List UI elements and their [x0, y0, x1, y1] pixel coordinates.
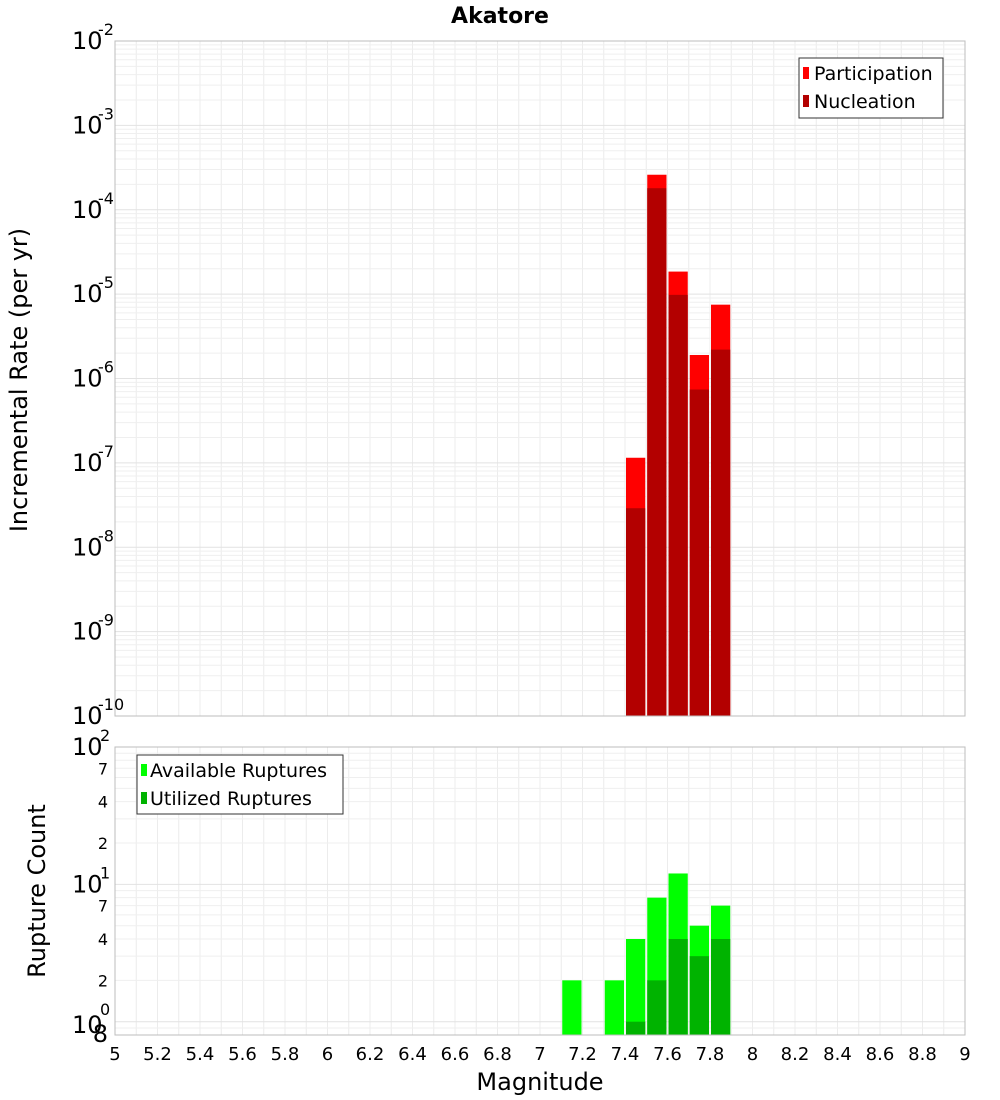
x-tick-label: 7.2 — [568, 1044, 597, 1065]
available-legend-label: Available Ruptures — [150, 760, 327, 782]
bottom-y-minor-label: 4 — [98, 793, 108, 812]
bottom-y-minor-label: 7 — [98, 759, 108, 778]
x-tick-label: 8.4 — [823, 1044, 852, 1065]
x-tick-label: 8.6 — [866, 1044, 895, 1065]
available-ruptures-bar — [626, 939, 646, 1035]
top-legend-box — [798, 57, 944, 119]
available-ruptures-bar — [562, 980, 582, 1035]
top-y-tick-exponent: -5 — [98, 273, 114, 292]
bottom-y-tick-base: 10 — [72, 733, 103, 761]
bottom-y-minor-label: 7 — [98, 897, 108, 916]
bottom-y-minor-label: 4 — [98, 930, 108, 949]
nucleation-bar — [668, 294, 688, 716]
x-tick-label: 5.2 — [143, 1044, 172, 1065]
x-tick-label: 8.2 — [781, 1044, 810, 1065]
top-y-tick-exponent: -10 — [98, 695, 124, 714]
top-y-tick-labels: 10-210-310-410-510-610-710-810-910-10 — [72, 20, 124, 730]
top-plot-grid — [114, 40, 966, 717]
top-y-tick-base: 10 — [72, 533, 103, 561]
x-tick-label: 6.6 — [441, 1044, 470, 1065]
x-tick-label: 9 — [959, 1044, 970, 1065]
nucleation-bar — [689, 389, 709, 716]
x-tick-label: 8 — [747, 1044, 758, 1065]
utilized-ruptures-bar — [711, 939, 731, 1035]
x-tick-label: 5 — [109, 1044, 120, 1065]
top-plot-frame — [114, 40, 966, 717]
bottom-y-tick-base: 10 — [72, 1011, 103, 1039]
utilized-ruptures-bar — [668, 939, 688, 1035]
x-tick-label: 7.8 — [696, 1044, 725, 1065]
x-tick-label: 5.4 — [186, 1044, 215, 1065]
top-y-axis-label: Incremental Rate (per yr) — [5, 228, 33, 532]
bottom-y-tick-base: 10 — [72, 870, 103, 898]
x-tick-labels: 5 5.2 5.4 5.6 5.8 6 6.2 6.4 6.6 6.8 7 7.2 7.4 7.6 7.8 8… — [109, 1044, 970, 1065]
bottom-legend-box — [136, 754, 344, 815]
top-y-tick-exponent: -2 — [98, 20, 114, 39]
x-tick-label: 7.6 — [653, 1044, 682, 1065]
top-legend: Participation Nucleation — [798, 57, 944, 119]
bottom-plot-bars — [562, 873, 731, 1035]
nucleation-legend-label: Nucleation — [814, 91, 916, 113]
x-tick-label: 7 — [534, 1044, 545, 1065]
top-y-tick-base: 10 — [72, 618, 103, 646]
bottom-y-minor-label: 2 — [98, 971, 108, 990]
x-tick-label: 5.8 — [271, 1044, 300, 1065]
top-y-tick-base: 10 — [72, 449, 103, 477]
top-y-tick-base: 10 — [72, 111, 103, 139]
bottom-y-tick-exponent: 1 — [100, 863, 110, 882]
available-ruptures-bar — [604, 980, 624, 1035]
bottom-plot-frame — [114, 746, 966, 1036]
nucleation-bar — [711, 349, 731, 716]
nucleation-legend-swatch — [803, 95, 809, 107]
nucleation-bar — [647, 188, 667, 717]
nucleation-bar — [626, 508, 646, 716]
bottom-y-minor-label: 2 — [98, 834, 108, 853]
available-legend-swatch — [141, 764, 147, 776]
top-y-tick-exponent: -7 — [98, 442, 114, 461]
top-y-tick-base: 10 — [72, 27, 103, 55]
bottom-y-minor-label: 8 — [93, 1020, 108, 1048]
top-y-tick-exponent: -4 — [98, 189, 114, 208]
utilized-legend-swatch — [141, 792, 147, 804]
top-y-tick-base: 10 — [72, 280, 103, 308]
top-y-tick-exponent: -3 — [98, 104, 114, 123]
utilized-ruptures-bar — [647, 980, 667, 1035]
bottom-y-axis-label: Rupture Count — [23, 804, 51, 978]
x-tick-label: 6.4 — [398, 1044, 427, 1065]
x-tick-label: 8.8 — [908, 1044, 937, 1065]
utilized-legend-label: Utilized Ruptures — [150, 788, 312, 810]
x-tick-label: 6.2 — [356, 1044, 385, 1065]
top-y-tick-exponent: -8 — [98, 526, 114, 545]
bottom-legend: Available Ruptures Utilized Ruptures — [136, 754, 344, 815]
x-tick-label: 6 — [322, 1044, 333, 1065]
utilized-ruptures-bar — [626, 1021, 646, 1035]
top-y-tick-base: 10 — [72, 702, 103, 730]
utilized-ruptures-bar — [689, 956, 709, 1035]
x-tick-label: 5.6 — [228, 1044, 257, 1065]
participation-legend-swatch — [803, 67, 809, 79]
x-tick-label: 6.8 — [483, 1044, 512, 1065]
participation-legend-label: Participation — [814, 63, 933, 85]
bottom-y-tick-exponent: 2 — [100, 726, 110, 745]
top-y-tick-base: 10 — [72, 365, 103, 393]
top-y-tick-base: 10 — [72, 196, 103, 224]
x-tick-label: 7.4 — [611, 1044, 640, 1065]
chart-title: Akatore — [451, 4, 549, 29]
x-axis-label: Magnitude — [476, 1068, 603, 1096]
top-y-tick-exponent: -6 — [98, 358, 114, 377]
bottom-y-tick-exponent: 0 — [100, 1000, 110, 1019]
top-plot-bars — [626, 174, 731, 717]
top-y-tick-exponent: -9 — [98, 611, 114, 630]
